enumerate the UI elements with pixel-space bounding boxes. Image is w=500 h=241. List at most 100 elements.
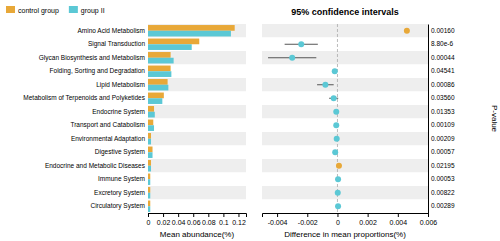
bar <box>148 147 153 153</box>
legend-label: control group <box>18 7 59 15</box>
row-stripes <box>262 24 428 213</box>
p-value-label: 8.80e-6 <box>431 40 453 47</box>
bar <box>148 106 154 112</box>
point <box>331 95 337 101</box>
row-stripe <box>262 51 428 65</box>
tick-label: 0.12 <box>232 219 246 226</box>
row-stripe <box>148 38 246 52</box>
bar <box>148 25 235 31</box>
row-stripe <box>262 92 428 106</box>
row-stripe <box>262 119 428 133</box>
bar <box>148 58 174 64</box>
y2-axis: 0.00160 8.80e-6 0.00044 0.04541 0.00086 0.035… <box>428 25 455 214</box>
tick-mark <box>307 213 308 217</box>
tick-mark <box>208 213 209 217</box>
tick: 0.12 <box>232 213 246 226</box>
tick: 0.06 <box>187 213 201 226</box>
p-value-label: 0.04541 <box>431 67 455 74</box>
category-label: Circulatory System <box>90 202 145 210</box>
bar <box>148 139 151 145</box>
bar <box>148 193 150 199</box>
tick: Folding, Sorting and Degradation <box>50 67 148 75</box>
bar <box>148 85 168 91</box>
tick-label: 0.04 <box>172 219 186 226</box>
p-value-label: 0.03560 <box>431 94 455 101</box>
tick: 0.01353 <box>428 108 455 115</box>
tick-label: 0.006 <box>420 219 438 226</box>
p-value-label: 0.00160 <box>431 27 455 34</box>
bar <box>148 201 150 207</box>
tick-label: 0 <box>336 219 340 226</box>
row-stripe <box>262 132 428 146</box>
bars <box>148 25 235 212</box>
bar <box>148 174 150 180</box>
bar <box>148 52 171 58</box>
row-stripe <box>148 186 246 200</box>
x-axis-title: Difference in mean proportions(%) <box>284 230 406 239</box>
tick-mark <box>223 213 224 217</box>
tick-mark <box>368 213 369 217</box>
tick: -0.004 <box>268 213 288 226</box>
category-label: Endocrine and Metabolic Diseases <box>45 162 146 169</box>
category-label: Immune System <box>98 175 145 183</box>
bar <box>148 31 231 37</box>
bar <box>148 39 199 45</box>
tick: 0.00086 <box>428 81 455 88</box>
legend: control groupgroup II <box>6 6 105 15</box>
point <box>332 149 338 155</box>
tick-mark <box>428 213 429 217</box>
tick-mark <box>148 213 149 217</box>
tick-mark <box>178 213 179 217</box>
point <box>335 203 341 209</box>
category-label: Folding, Sorting and Degradation <box>50 67 146 75</box>
bar <box>148 71 171 77</box>
tick-label: 0.06 <box>187 219 201 226</box>
tick-label: 0.08 <box>202 219 216 226</box>
tick-label: 0 <box>147 219 151 226</box>
bar <box>148 187 150 193</box>
bar <box>148 120 153 126</box>
bar <box>148 66 171 72</box>
tick: 0 <box>336 213 340 226</box>
category-label: Amino Acid Metabolism <box>77 27 145 34</box>
tick-label: -0.002 <box>298 219 318 226</box>
tick: 0.02195 <box>428 162 455 169</box>
row-stripe <box>262 78 428 92</box>
category-label: Signal Transduction <box>88 40 145 48</box>
tick: Immune System <box>98 175 148 183</box>
p-value-label: 0.00289 <box>431 202 455 209</box>
row-stripe <box>148 119 246 133</box>
tick: 0.08 <box>202 213 216 226</box>
tick-mark <box>163 213 164 217</box>
point <box>336 163 342 169</box>
bar <box>148 112 155 118</box>
bar <box>148 133 151 139</box>
tick: 8.80e-6 <box>428 40 453 47</box>
bar <box>148 166 151 172</box>
p-value-label: 0.02195 <box>431 162 455 169</box>
row-stripe <box>262 159 428 173</box>
points <box>268 24 410 213</box>
tick-mark <box>193 213 194 217</box>
tick: Transport and Catabolism <box>70 121 148 129</box>
tick: Excretory System <box>94 189 148 197</box>
row-stripe <box>262 105 428 119</box>
category-label: Transport and Catabolism <box>70 121 145 129</box>
point <box>322 82 328 88</box>
bar <box>148 93 164 99</box>
point <box>289 55 295 61</box>
category-label: Endocrine System <box>92 108 145 116</box>
tick: 0.04 <box>172 213 186 226</box>
tick: 0.03560 <box>428 94 455 101</box>
point <box>334 136 340 142</box>
legend-swatch <box>69 6 78 13</box>
tick: 0.00057 <box>428 148 455 155</box>
p-value-label: 0.00044 <box>431 54 455 61</box>
bar <box>148 125 154 131</box>
tick-label: 0.002 <box>359 219 377 226</box>
row-stripe <box>148 173 246 187</box>
tick: 0.00822 <box>428 189 455 196</box>
bar <box>148 160 151 166</box>
axis-line <box>149 214 247 218</box>
point <box>333 122 339 128</box>
